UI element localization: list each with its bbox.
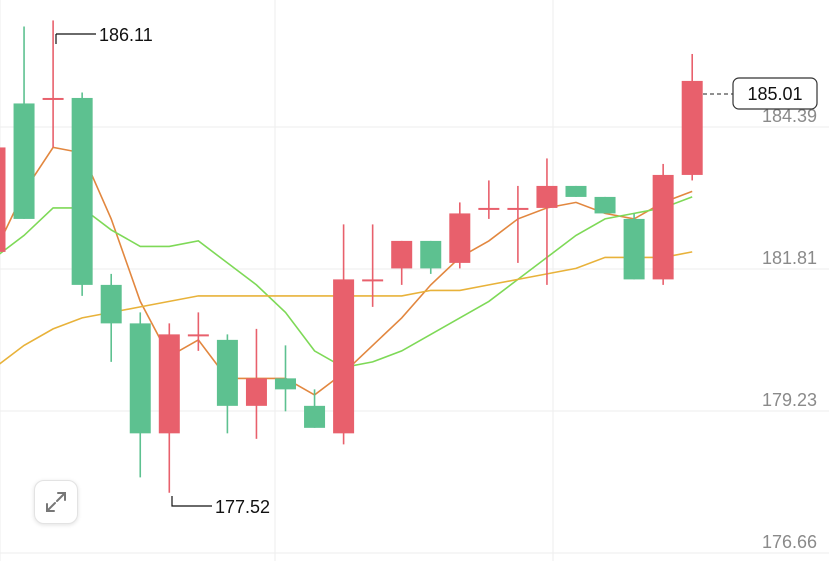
candle-body — [13, 103, 35, 219]
candle-body — [507, 207, 529, 210]
candle — [129, 312, 151, 478]
expand-chart-button[interactable] — [34, 480, 78, 524]
candle-body — [187, 334, 209, 337]
candle — [216, 334, 238, 434]
candle-body — [565, 185, 587, 197]
candle — [100, 273, 122, 362]
candle-body — [362, 279, 384, 282]
candle-body — [449, 213, 471, 263]
candle — [245, 328, 267, 439]
last-price-label: 185.01 — [747, 84, 802, 104]
candle — [362, 224, 384, 307]
candle-body — [304, 405, 326, 428]
high-callout-label: 186.11 — [99, 25, 153, 45]
candle — [449, 202, 471, 269]
candle-body — [158, 334, 180, 434]
candle — [623, 213, 645, 280]
candle-body — [623, 218, 645, 280]
candle-body — [245, 378, 267, 406]
candle-body — [594, 196, 616, 214]
candle — [391, 240, 413, 285]
candle-body — [129, 323, 151, 434]
y-tick-label: 184.39 — [762, 106, 817, 126]
last-price-tag — [732, 77, 818, 110]
y-tick-label: 176.66 — [762, 532, 817, 552]
candle — [42, 20, 64, 148]
candle — [478, 180, 500, 219]
candle — [565, 185, 587, 197]
candle-body — [420, 240, 442, 269]
candle — [594, 196, 616, 214]
candle — [275, 345, 296, 412]
candle-body — [478, 207, 500, 210]
candle-body — [100, 284, 122, 324]
candle — [187, 312, 209, 351]
candle-body — [681, 80, 703, 175]
candle — [0, 147, 6, 252]
high-low-callouts: 186.11 177.52 — [55, 25, 270, 517]
price-axis: 184.39 181.81 179.23 176.66 — [762, 106, 817, 552]
low-callout-label: 177.52 — [215, 497, 270, 517]
low-callout-line — [171, 496, 212, 507]
candle-body — [0, 147, 6, 252]
y-tick-label: 179.23 — [762, 390, 817, 410]
candle-body — [652, 174, 674, 280]
candle-body — [71, 97, 93, 285]
candle-body — [275, 378, 296, 390]
candle — [536, 158, 558, 285]
candle-body — [391, 240, 413, 269]
candle-body — [42, 97, 64, 100]
candles — [0, 20, 703, 493]
y-tick-label: 181.81 — [762, 248, 817, 268]
candle — [304, 389, 326, 428]
candle — [507, 185, 529, 263]
expand-arrows-icon — [46, 492, 66, 512]
candle — [13, 26, 35, 219]
last-price-marker: 185.01 — [703, 77, 818, 110]
candle-body — [536, 185, 558, 208]
candle-body — [216, 339, 238, 406]
candle — [681, 53, 703, 181]
candle — [71, 92, 93, 296]
candle — [333, 224, 355, 445]
candle-body — [333, 279, 355, 434]
candle — [158, 323, 180, 493]
candle — [652, 163, 674, 285]
candle — [420, 240, 442, 274]
